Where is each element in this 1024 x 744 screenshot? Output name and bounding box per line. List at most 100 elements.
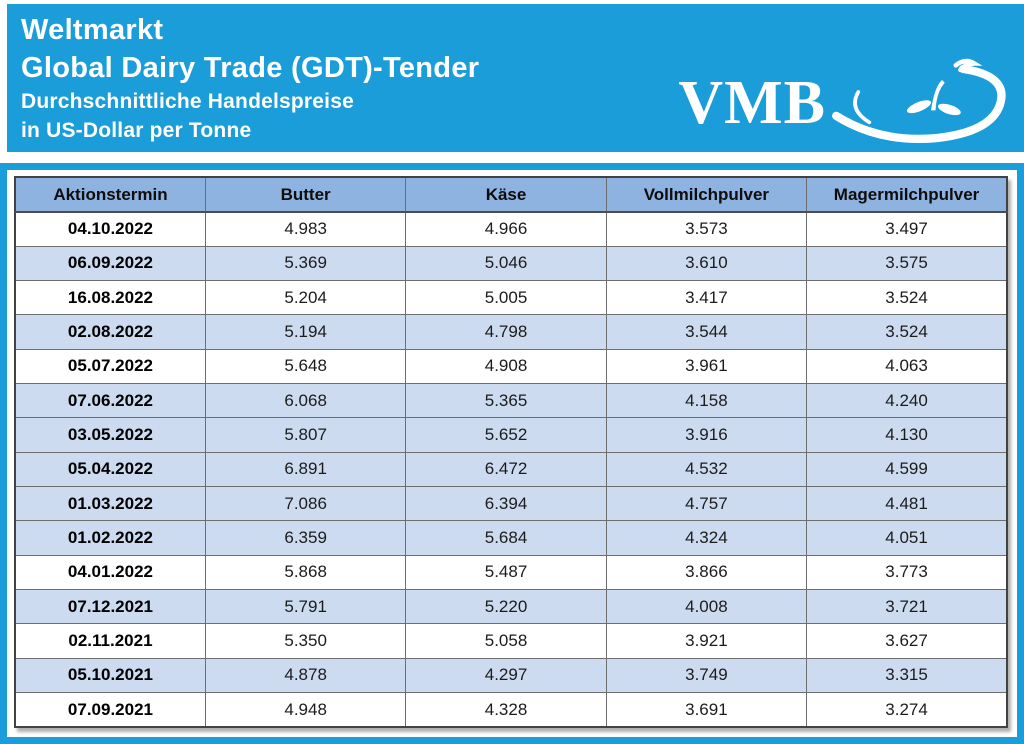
butter-cell: 4.878 [204, 657, 407, 694]
butter-cell: 7.086 [204, 486, 407, 522]
butter-cell: 4.983 [204, 211, 407, 247]
butter-cell: 5.194 [204, 314, 407, 350]
vollmilchpulver-cell: 3.417 [605, 280, 808, 316]
table-row: 05.07.2022 5.648 4.908 3.961 4.063 [14, 348, 1008, 385]
kaese-cell: 5.365 [405, 383, 607, 419]
vollmilchpulver-cell: 3.544 [605, 314, 808, 350]
date-cell: 05.07.2022 [14, 348, 206, 385]
kaese-cell: 4.798 [405, 314, 607, 350]
vollmilchpulver-cell: 3.866 [605, 554, 808, 591]
vollmilchpulver-cell: 4.008 [605, 589, 808, 625]
butter-cell: 6.891 [204, 451, 407, 488]
date-cell: 05.10.2021 [14, 657, 206, 694]
kaese-cell: 4.966 [405, 211, 607, 247]
magermilchpulver-cell: 4.481 [806, 486, 1008, 522]
table-row: 02.11.2021 5.350 5.058 3.921 3.627 [14, 623, 1008, 659]
vollmilchpulver-cell: 3.573 [605, 211, 808, 247]
title-band: Weltmarkt Global Dairy Trade (GDT)-Tende… [7, 4, 1024, 152]
magermilchpulver-cell: 4.240 [806, 383, 1008, 419]
vollmilchpulver-cell: 4.532 [605, 451, 808, 488]
table-row: 07.06.2022 6.068 5.365 4.158 4.240 [14, 383, 1008, 419]
vollmilchpulver-cell: 4.158 [605, 383, 808, 419]
column-header-magermilchpulver: Magermilchpulver [806, 176, 1008, 213]
kaese-cell: 5.652 [405, 417, 607, 453]
magermilchpulver-cell: 3.497 [806, 211, 1008, 247]
butter-cell: 5.204 [204, 280, 407, 316]
vollmilchpulver-cell: 3.921 [605, 623, 808, 659]
kaese-cell: 4.297 [405, 657, 607, 694]
column-header-aktionstermin: Aktionstermin [14, 176, 206, 213]
vmb-logo: VMB [678, 57, 1014, 148]
date-cell: 07.06.2022 [14, 383, 206, 419]
kaese-cell: 5.684 [405, 520, 607, 556]
magermilchpulver-cell: 4.051 [806, 520, 1008, 556]
kaese-cell: 5.487 [405, 554, 607, 591]
butter-cell: 5.791 [204, 589, 407, 625]
kaese-cell: 6.394 [405, 486, 607, 522]
magermilchpulver-cell: 3.524 [806, 314, 1008, 350]
vollmilchpulver-cell: 3.691 [605, 692, 808, 728]
kaese-cell: 5.046 [405, 245, 607, 282]
butter-cell: 6.068 [204, 383, 407, 419]
butter-cell: 5.807 [204, 417, 407, 453]
magermilchpulver-cell: 3.274 [806, 692, 1008, 728]
table-row: 07.12.2021 5.791 5.220 4.008 3.721 [14, 589, 1008, 625]
date-cell: 03.05.2022 [14, 417, 206, 453]
butter-cell: 6.359 [204, 520, 407, 556]
title-weltmarkt: Weltmarkt [21, 14, 164, 46]
kaese-cell: 4.908 [405, 348, 607, 385]
magermilchpulver-cell: 3.773 [806, 554, 1008, 591]
magermilchpulver-cell: 3.315 [806, 657, 1008, 694]
date-cell: 05.04.2022 [14, 451, 206, 488]
magermilchpulver-cell: 3.721 [806, 589, 1008, 625]
date-cell: 02.11.2021 [14, 623, 206, 659]
date-cell: 01.03.2022 [14, 486, 206, 522]
table-row: 01.02.2022 6.359 5.684 4.324 4.051 [14, 520, 1008, 556]
kaese-cell: 5.220 [405, 589, 607, 625]
subtitle-us-dollar: in US-Dollar per Tonne [21, 119, 252, 142]
date-cell: 02.08.2022 [14, 314, 206, 350]
vmb-logo-text: VMB [678, 68, 826, 137]
vollmilchpulver-cell: 4.757 [605, 486, 808, 522]
date-cell: 04.01.2022 [14, 554, 206, 591]
header-row: Aktionstermin Butter Käse Vollmilchpulve… [14, 176, 1008, 213]
table-row: 04.01.2022 5.868 5.487 3.866 3.773 [14, 554, 1008, 591]
vollmilchpulver-cell: 3.749 [605, 657, 808, 694]
vollmilchpulver-cell: 3.961 [605, 348, 808, 385]
magermilchpulver-cell: 4.063 [806, 348, 1008, 385]
table-row: 16.08.2022 5.204 5.005 3.417 3.524 [14, 280, 1008, 316]
table-row: 03.05.2022 5.807 5.652 3.916 4.130 [14, 417, 1008, 453]
column-header-butter: Butter [204, 176, 407, 213]
butter-cell: 5.868 [204, 554, 407, 591]
vmb-swoosh-icon [824, 57, 1014, 154]
date-cell: 07.12.2021 [14, 589, 206, 625]
table-row: 01.03.2022 7.086 6.394 4.757 4.481 [14, 486, 1008, 522]
magermilchpulver-cell: 4.599 [806, 451, 1008, 488]
magermilchpulver-cell: 3.524 [806, 280, 1008, 316]
kaese-cell: 5.058 [405, 623, 607, 659]
table-row: 07.09.2021 4.948 4.328 3.691 3.274 [14, 692, 1008, 728]
table-row: 06.09.2022 5.369 5.046 3.610 3.575 [14, 245, 1008, 282]
subtitle-handelspreise: Durchschnittliche Handelspreise [21, 90, 354, 113]
gdt-price-table: Aktionstermin Butter Käse Vollmilchpulve… [14, 176, 1008, 728]
magermilchpulver-cell: 3.575 [806, 245, 1008, 282]
column-header-vollmilchpulver: Vollmilchpulver [605, 176, 808, 213]
table-row: 02.08.2022 5.194 4.798 3.544 3.524 [14, 314, 1008, 350]
kaese-cell: 6.472 [405, 451, 607, 488]
table-row: 05.10.2021 4.878 4.297 3.749 3.315 [14, 657, 1008, 694]
butter-cell: 5.648 [204, 348, 407, 385]
date-cell: 01.02.2022 [14, 520, 206, 556]
date-cell: 07.09.2021 [14, 692, 206, 728]
date-cell: 06.09.2022 [14, 245, 206, 282]
kaese-cell: 5.005 [405, 280, 607, 316]
table-row: 05.04.2022 6.891 6.472 4.532 4.599 [14, 451, 1008, 488]
vollmilchpulver-cell: 3.916 [605, 417, 808, 453]
table-row: 04.10.2022 4.983 4.966 3.573 3.497 [14, 211, 1008, 247]
butter-cell: 5.350 [204, 623, 407, 659]
price-table-panel: Aktionstermin Butter Käse Vollmilchpulve… [0, 163, 1024, 744]
title-gdt-tender: Global Dairy Trade (GDT)-Tender [21, 52, 480, 84]
butter-cell: 5.369 [204, 245, 407, 282]
magermilchpulver-cell: 3.627 [806, 623, 1008, 659]
butter-cell: 4.948 [204, 692, 407, 728]
